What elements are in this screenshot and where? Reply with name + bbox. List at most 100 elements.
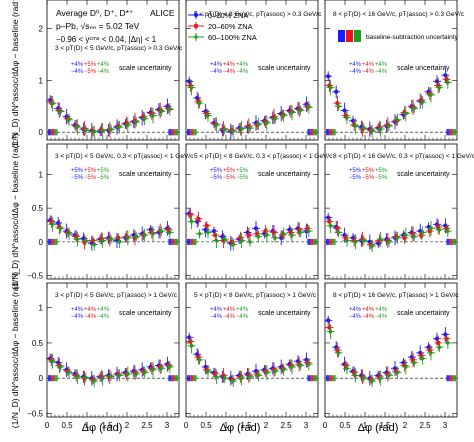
- data-point: [247, 239, 253, 245]
- data-point: [436, 341, 441, 345]
- data-point: [263, 369, 268, 374]
- panel-2: 5 < pT(D) < 8 GeV/c, pT(assoc) > 0.3 GeV…: [185, 0, 322, 141]
- data-point: [444, 226, 449, 231]
- data-point: [83, 237, 88, 244]
- data-point: [231, 378, 236, 384]
- scale-uncertainty-plus: +4%: [236, 62, 249, 68]
- data-point: [336, 350, 341, 356]
- legend-entry-label: 20–60% ZNA: [208, 22, 253, 31]
- x-tick-label: 2.5: [419, 421, 431, 430]
- data-point: [444, 336, 449, 341]
- data-point: [117, 239, 122, 245]
- y-tick-label: 0.5: [32, 204, 44, 213]
- panel-frame: [46, 0, 180, 141]
- panel-frame: [46, 282, 180, 418]
- data-point: [280, 366, 285, 371]
- data-point: [92, 241, 97, 248]
- figure-header: Average D⁰, D⁺, D*⁺ ALICE p–Pb, √sₙₙ = 5…: [56, 8, 175, 44]
- data-point: [247, 125, 253, 131]
- x-tick-label: 1.5: [240, 421, 252, 430]
- data-point: [343, 113, 348, 118]
- baseline-uncertainty-box: [446, 375, 450, 382]
- data-point: [412, 233, 417, 240]
- scale-uncertainty-plus: +5%: [223, 168, 236, 174]
- baseline-uncertainty-box: [310, 238, 314, 245]
- data-point: [436, 83, 441, 88]
- scale-uncertainty-plus: +4%: [223, 62, 236, 68]
- baseline-uncertainty-box: [51, 129, 55, 136]
- data-point: [289, 364, 295, 370]
- data-point: [65, 230, 70, 235]
- scale-uncertainty-minus: −4%: [71, 314, 84, 320]
- data-point: [238, 235, 243, 240]
- panel-frame: [46, 143, 180, 280]
- data-point: [353, 239, 358, 245]
- data-point: [134, 371, 139, 377]
- x-tick-label: 2: [125, 421, 130, 430]
- y-tick-label: 0: [39, 374, 44, 383]
- data-point: [49, 100, 54, 105]
- data-point: [214, 237, 219, 244]
- data-point: [427, 229, 432, 233]
- data-point: [66, 231, 72, 237]
- data-point: [49, 219, 54, 224]
- x-tick-label: 3: [304, 421, 309, 430]
- pt-range-label: 5 < pT(D) < 8 GeV/c, pT(assoc) > 1 GeV/c: [194, 292, 317, 299]
- scale-uncertainty-minus: −4%: [97, 69, 110, 75]
- data-point: [327, 83, 332, 88]
- legend-baseline-box: [354, 30, 361, 42]
- data-point: [264, 369, 269, 376]
- data-point: [204, 223, 209, 228]
- data-point: [108, 126, 114, 132]
- scale-uncertainty-minus: −4%: [375, 69, 388, 75]
- data-point: [281, 231, 286, 237]
- data-point: [189, 219, 194, 225]
- data-point: [289, 109, 295, 116]
- data-point: [108, 373, 114, 379]
- data-point: [288, 363, 293, 368]
- baseline-uncertainty-box: [190, 238, 194, 245]
- data-point: [255, 231, 260, 236]
- data-point: [58, 364, 63, 370]
- pt-range-label: 8 < pT(D) < 16 GeV/c, pT(assoc) > 1 GeV/…: [333, 292, 459, 299]
- scale-uncertainty-minus: −4%: [210, 314, 223, 320]
- data-point: [297, 362, 302, 367]
- legend-entry-label: 0–20% ZNA: [208, 11, 248, 20]
- baseline-uncertainty-box: [168, 129, 172, 136]
- data-point: [92, 378, 97, 384]
- panel-5: 5 < pT(D) < 8 GeV/c, 0.3 < pT(assoc) < 1…: [185, 143, 333, 280]
- data-point: [343, 363, 348, 368]
- data-point: [57, 225, 62, 229]
- scale-uncertainty-minus: −5%: [236, 175, 249, 181]
- scale-uncertainty-label: scale uncertainty: [258, 65, 311, 72]
- header-line-particles: Average D⁰, D⁺, D*⁺: [56, 8, 134, 18]
- scale-uncertainty-minus: −5%: [362, 175, 375, 181]
- scale-uncertainty-label: scale uncertainty: [397, 310, 450, 317]
- data-point: [58, 108, 63, 115]
- data-point: [141, 369, 146, 374]
- data-point: [125, 235, 130, 241]
- data-point: [124, 120, 129, 125]
- data-point: [246, 373, 251, 378]
- data-point: [444, 77, 449, 82]
- data-point: [420, 99, 425, 105]
- data-point: [360, 237, 365, 242]
- scale-uncertainty-label: scale uncertainty: [119, 65, 172, 72]
- data-point: [159, 108, 164, 115]
- baseline-uncertainty-box: [326, 375, 330, 382]
- baseline-uncertainty-box: [51, 375, 55, 382]
- data-point: [352, 370, 357, 375]
- data-point: [196, 355, 201, 359]
- panel-1: 2 1 0 3 < pT(D) < 5 GeV/c, pT(assoc) > 0.3 …: [39, 0, 183, 141]
- scale-uncertainty-minus: −5%: [210, 175, 223, 181]
- scale-uncertainty-minus: −4%: [210, 69, 223, 75]
- data-point: [256, 372, 261, 378]
- data-point: [167, 229, 172, 236]
- data-point: [328, 329, 333, 335]
- data-point: [336, 103, 341, 109]
- data-point: [150, 231, 156, 237]
- data-point: [370, 378, 375, 384]
- y-tick-label: 1: [39, 76, 44, 85]
- data-point: [394, 369, 399, 374]
